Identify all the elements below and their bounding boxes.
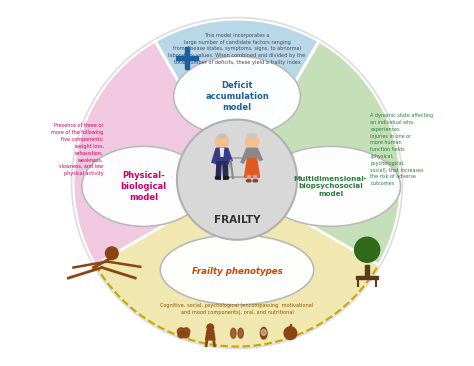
Ellipse shape xyxy=(248,134,256,138)
Polygon shape xyxy=(206,331,215,340)
Ellipse shape xyxy=(260,146,401,227)
Ellipse shape xyxy=(238,328,243,338)
Wedge shape xyxy=(237,41,401,265)
Circle shape xyxy=(106,247,118,259)
Ellipse shape xyxy=(260,327,267,339)
Text: This model incorporates a
large number of candidate factors ranging
from disease: This model incorporates a large number o… xyxy=(168,33,306,65)
Ellipse shape xyxy=(173,56,301,136)
Circle shape xyxy=(72,18,402,348)
Ellipse shape xyxy=(218,134,226,138)
Ellipse shape xyxy=(253,180,258,182)
Circle shape xyxy=(183,332,189,338)
Text: Frailty phenotypes: Frailty phenotypes xyxy=(191,267,283,276)
Wedge shape xyxy=(155,19,319,183)
Bar xyxy=(356,276,378,279)
Circle shape xyxy=(207,324,214,331)
Ellipse shape xyxy=(231,328,236,338)
Ellipse shape xyxy=(215,176,220,179)
Circle shape xyxy=(215,135,228,148)
Text: Multidimensional-
biopsychosocial
model: Multidimensional- biopsychosocial model xyxy=(293,176,367,197)
Text: Deficit
accumulation
model: Deficit accumulation model xyxy=(205,81,269,112)
Text: Presence of three or
more of the following
five components:
weight loss,
exhaust: Presence of three or more of the followi… xyxy=(51,123,103,176)
Circle shape xyxy=(177,328,185,335)
Bar xyxy=(290,324,291,328)
Polygon shape xyxy=(245,159,260,177)
Circle shape xyxy=(284,327,297,340)
Bar xyxy=(184,47,189,69)
Bar xyxy=(365,265,369,278)
Polygon shape xyxy=(216,148,228,164)
Ellipse shape xyxy=(246,180,251,182)
Polygon shape xyxy=(247,148,257,159)
Circle shape xyxy=(246,135,259,148)
Text: Cognitive, social, psychological (encompassing  motivational
and mood components: Cognitive, social, psychological (encomp… xyxy=(160,303,314,315)
Polygon shape xyxy=(220,148,224,156)
Circle shape xyxy=(178,332,184,338)
Ellipse shape xyxy=(160,235,314,305)
Bar xyxy=(176,56,198,60)
Ellipse shape xyxy=(82,146,205,227)
Wedge shape xyxy=(95,183,379,347)
Circle shape xyxy=(355,237,380,262)
Wedge shape xyxy=(73,41,237,265)
Ellipse shape xyxy=(224,176,228,179)
Text: FRAILTY: FRAILTY xyxy=(214,215,260,225)
Text: Physical-
biological
model: Physical- biological model xyxy=(120,171,167,202)
Ellipse shape xyxy=(261,329,266,335)
Circle shape xyxy=(177,120,297,240)
Circle shape xyxy=(182,328,190,335)
Text: A dynamic state affecting
an individual who
experiences
injuries in one or
more : A dynamic state affecting an individual … xyxy=(371,113,434,186)
